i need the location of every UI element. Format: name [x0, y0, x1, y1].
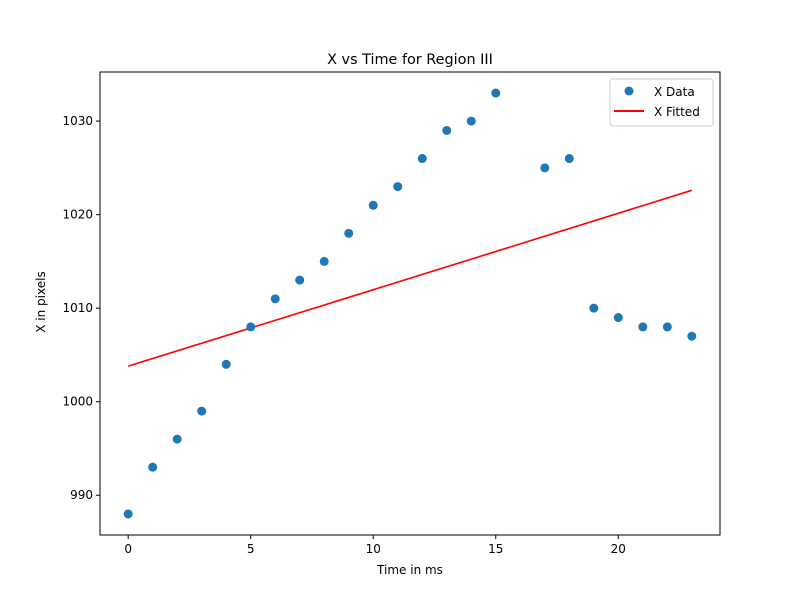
x-tick-label: 10 [366, 542, 381, 556]
y-tick-label: 1000 [62, 395, 93, 409]
x-tick-label: 15 [488, 542, 503, 556]
data-point [613, 313, 623, 323]
data-point [344, 228, 354, 238]
data-point [295, 275, 305, 285]
fitted-line [127, 189, 693, 367]
data-point [564, 154, 574, 164]
y-axis-label: X in pixels [34, 271, 48, 332]
data-point [442, 125, 452, 135]
data-point [123, 509, 133, 519]
legend-marker-x-data [624, 86, 634, 96]
x-tick-label: 0 [124, 542, 132, 556]
data-point [662, 322, 672, 332]
data-point [197, 406, 207, 416]
data-point [466, 116, 476, 126]
y-tick-label: 990 [70, 488, 93, 502]
data-point [270, 294, 280, 304]
ticks-layer: 0 5 10 15 20 990 1000 1010 1020 1030 [62, 114, 625, 556]
y-tick-label: 1030 [62, 114, 93, 128]
legend-label-x-fitted: X Fitted [654, 105, 700, 119]
plot-frame [99, 71, 721, 536]
fit-layer [127, 189, 693, 367]
y-tick-label: 1020 [62, 208, 93, 222]
data-point [687, 331, 697, 341]
data-point [417, 154, 427, 164]
x-tick-label: 20 [611, 542, 626, 556]
data-point [589, 303, 599, 313]
data-point [148, 462, 158, 472]
legend-box [609, 78, 714, 127]
legend-label-x-data: X Data [654, 85, 695, 99]
chart-title: X vs Time for Region III [327, 52, 493, 68]
data-point [638, 322, 648, 332]
points-layer [123, 88, 697, 519]
data-point [540, 163, 550, 173]
data-point [221, 359, 231, 369]
data-point [393, 182, 403, 192]
x-tick-label: 5 [247, 542, 255, 556]
data-point [246, 322, 256, 332]
data-point [172, 434, 182, 444]
data-point [319, 256, 329, 266]
y-tick-label: 1010 [62, 301, 93, 315]
data-point [368, 200, 378, 210]
x-axis-label: Time in ms [376, 563, 443, 577]
legend: X Data X Fitted [609, 78, 714, 127]
data-point [491, 88, 501, 98]
